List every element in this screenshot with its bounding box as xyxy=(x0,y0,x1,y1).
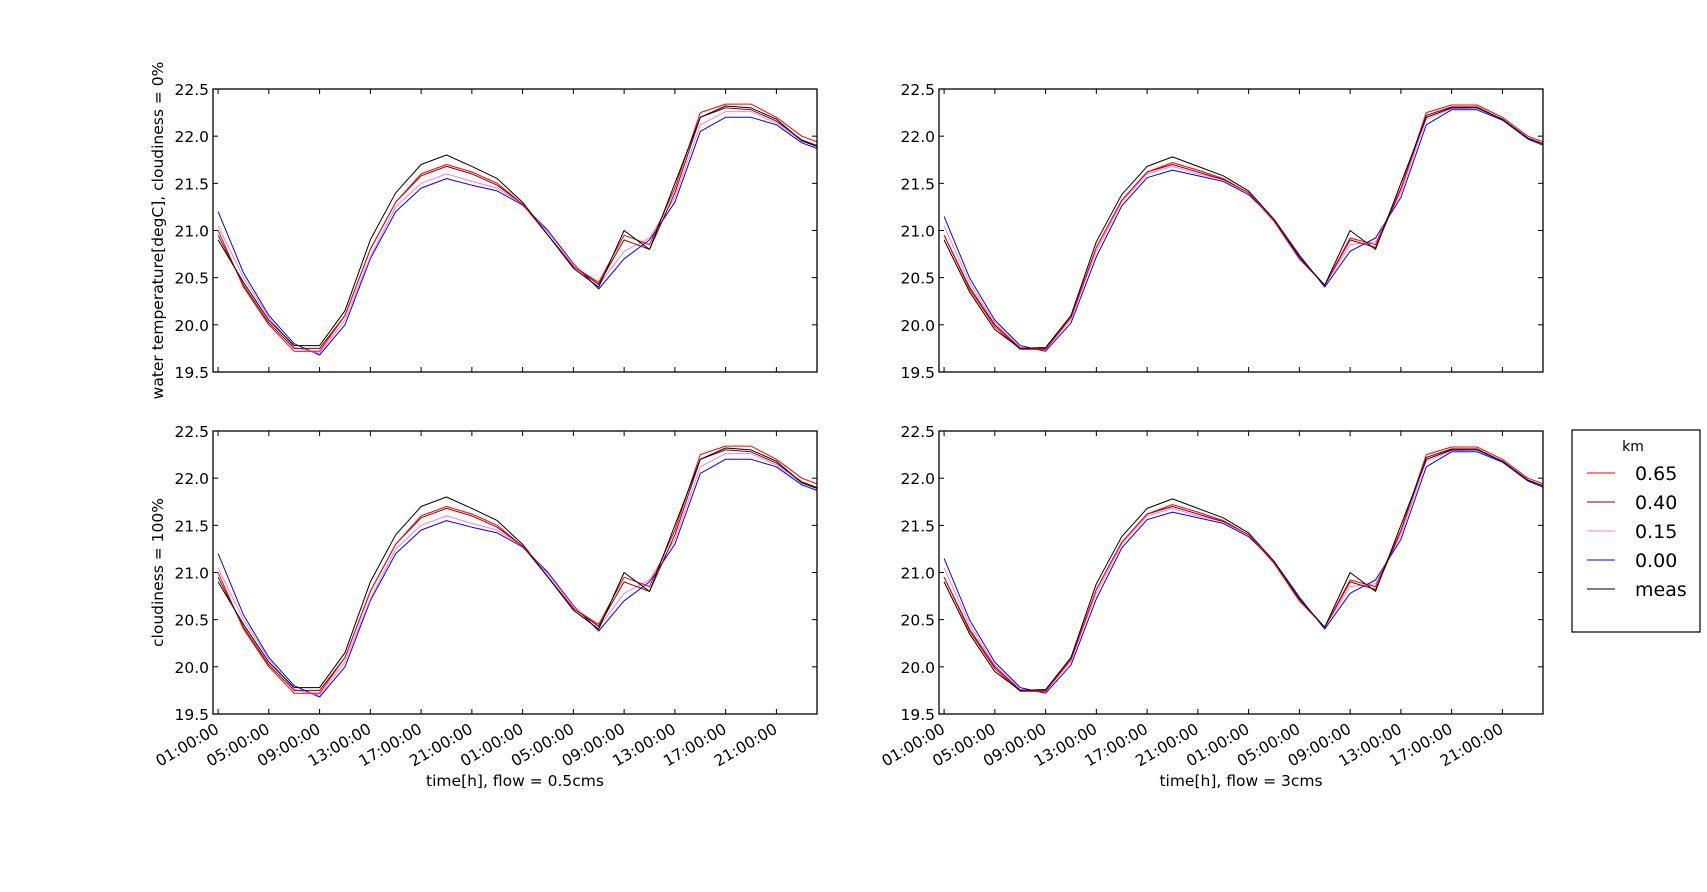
legend-entry-label: 0.40 xyxy=(1635,492,1677,514)
series-line-meas xyxy=(943,107,1543,349)
y-tick-label: 21.5 xyxy=(900,517,935,535)
panel-top-right: 19.5 20.0 20.5 21.0 21.5 22.0 22.5 xyxy=(900,81,1544,382)
y-tick-label: 22.0 xyxy=(900,470,935,488)
legend-title: km xyxy=(1622,439,1644,455)
series-line-meas xyxy=(217,447,817,689)
series-line-meas xyxy=(943,449,1543,691)
y-tick-label: 20.0 xyxy=(900,317,935,335)
series-line-km-000 xyxy=(217,458,817,698)
series-line-km-000 xyxy=(217,116,817,356)
series-line-km-065 xyxy=(943,104,1543,350)
y-tick-label: 20.0 xyxy=(174,659,209,677)
y-tick-label: 19.5 xyxy=(174,364,209,382)
series-line-km-065 xyxy=(217,445,817,694)
series-line-km-065 xyxy=(217,103,817,352)
legend-entry-label: 0.65 xyxy=(1635,463,1677,485)
y-tick-label: 21.0 xyxy=(174,223,209,241)
series-line-km-000 xyxy=(943,451,1543,694)
y-tick-label: 21.0 xyxy=(174,565,209,583)
y-tick-label: 22.5 xyxy=(174,81,209,99)
series-group xyxy=(217,445,817,698)
series-line-meas xyxy=(217,105,817,347)
panel-top-left: 19.5 20.0 20.5 21.0 21.5 22.0 22.5 water temper… xyxy=(149,62,818,400)
y-tick-label: 20.5 xyxy=(900,270,935,288)
x-axis-label: time[h], flow = 3cms xyxy=(1159,772,1322,790)
y-tick-label: 20.5 xyxy=(174,612,209,630)
y-tick-label: 22.0 xyxy=(174,128,209,146)
y-tick-label: 20.0 xyxy=(900,659,935,677)
y-tick-label: 20.0 xyxy=(174,317,209,335)
y-tick-label: 20.5 xyxy=(900,612,935,630)
series-group xyxy=(943,446,1543,694)
x-axis-label: time[h], flow = 0.5cms xyxy=(426,772,604,790)
y-tick-label: 19.5 xyxy=(900,706,935,724)
y-tick-label: 22.5 xyxy=(174,423,209,441)
y-tick-label: 21.0 xyxy=(900,565,935,583)
series-line-km-065 xyxy=(943,446,1543,692)
y-tick-label: 21.0 xyxy=(900,223,935,241)
y-tick-label: 22.5 xyxy=(900,423,935,441)
y-tick-label: 20.5 xyxy=(174,270,209,288)
y-tick-label: 22.0 xyxy=(900,128,935,146)
y-tick-label: 22.0 xyxy=(174,470,209,488)
y-tick-label: 21.5 xyxy=(174,517,209,535)
legend-entry-label: 0.15 xyxy=(1635,521,1677,543)
legend: km 0.65 0.40 0.15 0.00 meas xyxy=(1571,429,1701,633)
y-tick-label: 19.5 xyxy=(900,364,935,382)
legend-entry-label: 0.00 xyxy=(1635,550,1677,572)
y-axis-label: cloudiness = 100% xyxy=(149,498,167,647)
series-group xyxy=(943,104,1543,352)
y-tick-label: 21.5 xyxy=(174,175,209,193)
series-group xyxy=(217,103,817,356)
legend-entry-label: meas xyxy=(1635,579,1687,601)
series-line-km-000 xyxy=(943,109,1543,352)
y-axis-label: water temperature[degC], cloudiness = 0% xyxy=(149,62,167,400)
y-tick-label: 21.5 xyxy=(900,175,935,193)
y-tick-label: 22.5 xyxy=(900,81,935,99)
y-tick-label: 19.5 xyxy=(174,706,209,724)
